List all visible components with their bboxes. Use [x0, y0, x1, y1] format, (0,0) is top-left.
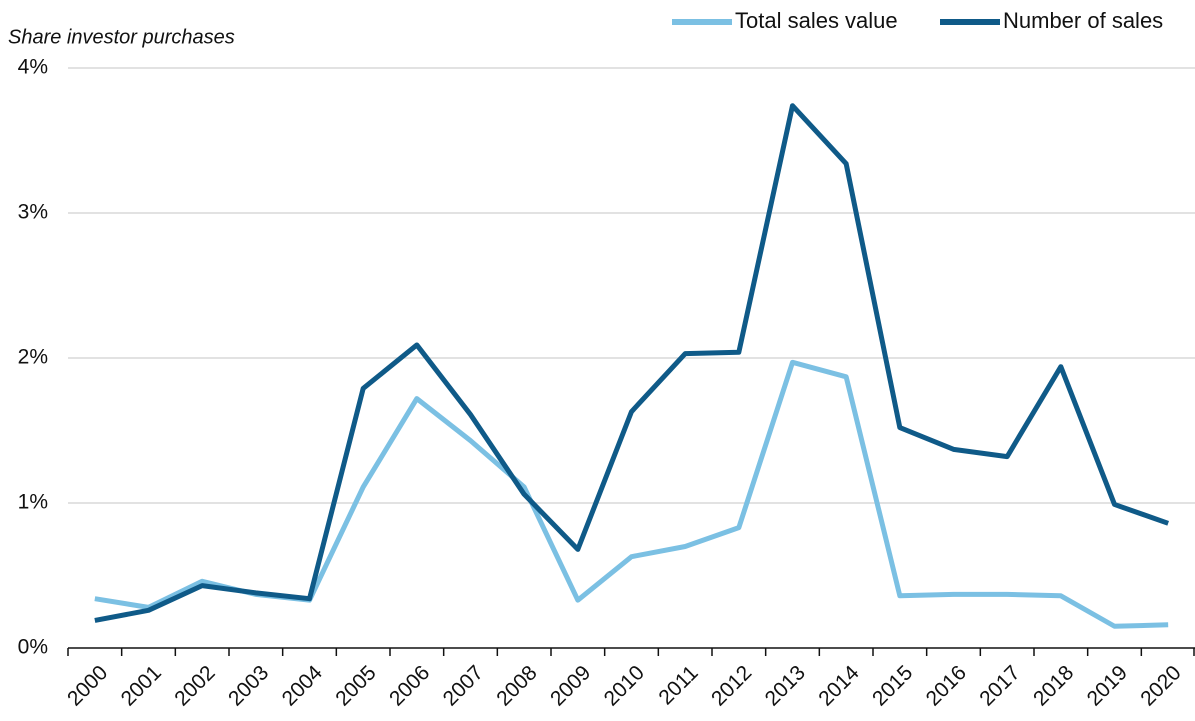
x-tick-label: 2005	[331, 661, 380, 710]
legend-label: Number of sales	[1003, 8, 1163, 33]
y-tick-label: 3%	[18, 201, 48, 224]
x-tick-label: 2006	[385, 661, 434, 710]
y-tick-label: 1%	[18, 491, 48, 514]
y-tick-label: 4%	[18, 56, 48, 79]
y-tick-label: 0%	[18, 636, 48, 659]
x-tick-label: 2009	[546, 661, 595, 710]
y-axis-label: Share investor purchases	[8, 26, 235, 48]
x-tick-label: 2013	[761, 661, 810, 710]
x-tick-label: 2002	[170, 661, 219, 710]
x-tick-label: 2008	[492, 661, 541, 710]
x-tick-label: 2003	[224, 661, 273, 710]
x-tick-label: 2014	[814, 661, 864, 711]
x-tick-label: 2011	[654, 661, 702, 709]
legend-label: Total sales value	[735, 8, 898, 33]
x-tick-label: 2000	[63, 661, 112, 710]
series-line	[94, 359, 1169, 629]
x-tick-label: 2015	[868, 661, 917, 710]
x-tick-label: 2004	[278, 661, 328, 711]
x-tick-label: 2016	[922, 661, 971, 710]
x-tick-label: 2001	[117, 661, 166, 710]
x-tick-label: 2020	[1136, 661, 1185, 710]
x-tick-label: 2018	[1029, 661, 1078, 710]
x-tick-label: 2010	[600, 661, 649, 710]
x-tick-label: 2007	[439, 661, 488, 710]
x-tick-label: 2012	[707, 661, 756, 710]
x-tick-label: 2017	[975, 661, 1024, 710]
x-tick-label: 2019	[1083, 661, 1132, 710]
y-tick-label: 2%	[18, 346, 48, 369]
series-line	[94, 103, 1169, 623]
